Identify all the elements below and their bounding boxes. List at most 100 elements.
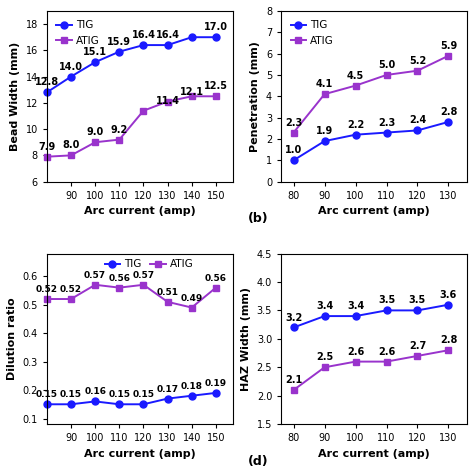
ATIG: [68, 296, 74, 302]
Text: 5.0: 5.0: [378, 60, 395, 70]
Text: 3.4: 3.4: [347, 301, 364, 311]
Text: 2.6: 2.6: [378, 346, 395, 356]
TIG: [353, 132, 358, 137]
ATIG: [165, 299, 171, 305]
Line: TIG: TIG: [44, 390, 219, 408]
Text: 4.5: 4.5: [347, 71, 364, 81]
Text: 0.56: 0.56: [109, 273, 130, 283]
Text: 16.4: 16.4: [131, 30, 155, 40]
TIG: [141, 42, 146, 48]
Text: 2.8: 2.8: [440, 335, 457, 345]
TIG: [322, 313, 328, 319]
ATIG: [213, 93, 219, 99]
Text: 0.18: 0.18: [181, 382, 203, 391]
Text: 9.2: 9.2: [111, 125, 128, 135]
Text: 7.9: 7.9: [38, 142, 55, 152]
ATIG: [353, 359, 358, 365]
Text: 12.1: 12.1: [180, 87, 204, 97]
TIG: [291, 325, 296, 330]
TIG: [189, 393, 195, 399]
TIG: [68, 74, 74, 80]
Text: 15.9: 15.9: [107, 36, 131, 47]
Text: 0.15: 0.15: [60, 390, 82, 399]
TIG: [446, 302, 451, 308]
ATIG: [189, 305, 195, 310]
ATIG: [117, 285, 122, 291]
Text: 2.3: 2.3: [285, 118, 302, 128]
TIG: [117, 49, 122, 55]
TIG: [415, 308, 420, 313]
Line: TIG: TIG: [44, 34, 219, 96]
TIG: [165, 42, 171, 48]
ATIG: [322, 91, 328, 97]
TIG: [141, 401, 146, 407]
Y-axis label: HAZ Width (mm): HAZ Width (mm): [241, 287, 251, 391]
Text: 2.3: 2.3: [378, 118, 395, 128]
ATIG: [141, 282, 146, 288]
TIG: [92, 399, 98, 404]
TIG: [291, 157, 296, 163]
Text: (d): (d): [248, 455, 268, 468]
ATIG: [165, 99, 171, 104]
Text: 0.15: 0.15: [109, 390, 130, 399]
ATIG: [291, 130, 296, 136]
Text: 0.16: 0.16: [84, 387, 106, 396]
Text: 0.19: 0.19: [205, 379, 227, 388]
ATIG: [117, 137, 122, 143]
Text: 15.1: 15.1: [83, 47, 107, 57]
Text: 8.0: 8.0: [63, 140, 80, 150]
Text: 4.1: 4.1: [316, 79, 333, 89]
Legend: TIG, ATIG: TIG, ATIG: [286, 16, 338, 50]
Text: 14.0: 14.0: [59, 62, 83, 72]
TIG: [415, 128, 420, 133]
Text: 0.15: 0.15: [132, 390, 155, 399]
Text: 0.51: 0.51: [156, 288, 179, 297]
X-axis label: Arc current (amp): Arc current (amp): [84, 449, 196, 459]
Line: ATIG: ATIG: [291, 347, 451, 393]
Line: TIG: TIG: [290, 118, 452, 164]
Text: 5.2: 5.2: [409, 56, 426, 66]
ATIG: [415, 68, 420, 73]
Text: 2.8: 2.8: [440, 107, 457, 117]
Line: ATIG: ATIG: [291, 53, 451, 136]
Text: 3.6: 3.6: [440, 290, 457, 300]
ATIG: [291, 387, 296, 393]
ATIG: [322, 365, 328, 370]
ATIG: [92, 282, 98, 288]
Text: 0.57: 0.57: [84, 271, 106, 280]
Text: 2.5: 2.5: [316, 352, 333, 362]
Text: 0.56: 0.56: [205, 273, 227, 283]
Text: 0.52: 0.52: [36, 285, 58, 294]
Text: 2.1: 2.1: [285, 375, 302, 385]
Text: 5.9: 5.9: [440, 41, 457, 51]
Text: 17.0: 17.0: [204, 22, 228, 32]
Text: 2.2: 2.2: [347, 120, 364, 130]
Text: 12.8: 12.8: [35, 77, 59, 87]
ATIG: [189, 93, 195, 99]
TIG: [92, 59, 98, 65]
X-axis label: Arc current (amp): Arc current (amp): [84, 206, 196, 216]
Text: 11.4: 11.4: [155, 96, 180, 106]
TIG: [213, 390, 219, 396]
TIG: [117, 401, 122, 407]
Text: 1.9: 1.9: [316, 126, 333, 136]
ATIG: [141, 108, 146, 114]
TIG: [44, 401, 50, 407]
Text: 2.7: 2.7: [409, 341, 426, 351]
ATIG: [446, 347, 451, 353]
Text: 3.2: 3.2: [285, 312, 302, 322]
Text: 3.4: 3.4: [316, 301, 333, 311]
ATIG: [68, 153, 74, 158]
X-axis label: Arc current (amp): Arc current (amp): [318, 206, 430, 216]
X-axis label: Arc current (amp): Arc current (amp): [318, 449, 430, 459]
Y-axis label: Penetration (mm): Penetration (mm): [250, 41, 260, 152]
Text: 12.5: 12.5: [204, 82, 228, 91]
TIG: [165, 396, 171, 401]
Line: ATIG: ATIG: [44, 282, 219, 310]
Text: 9.0: 9.0: [87, 128, 104, 137]
ATIG: [44, 154, 50, 160]
TIG: [383, 130, 389, 136]
ATIG: [353, 83, 358, 89]
TIG: [353, 313, 358, 319]
ATIG: [383, 72, 389, 78]
